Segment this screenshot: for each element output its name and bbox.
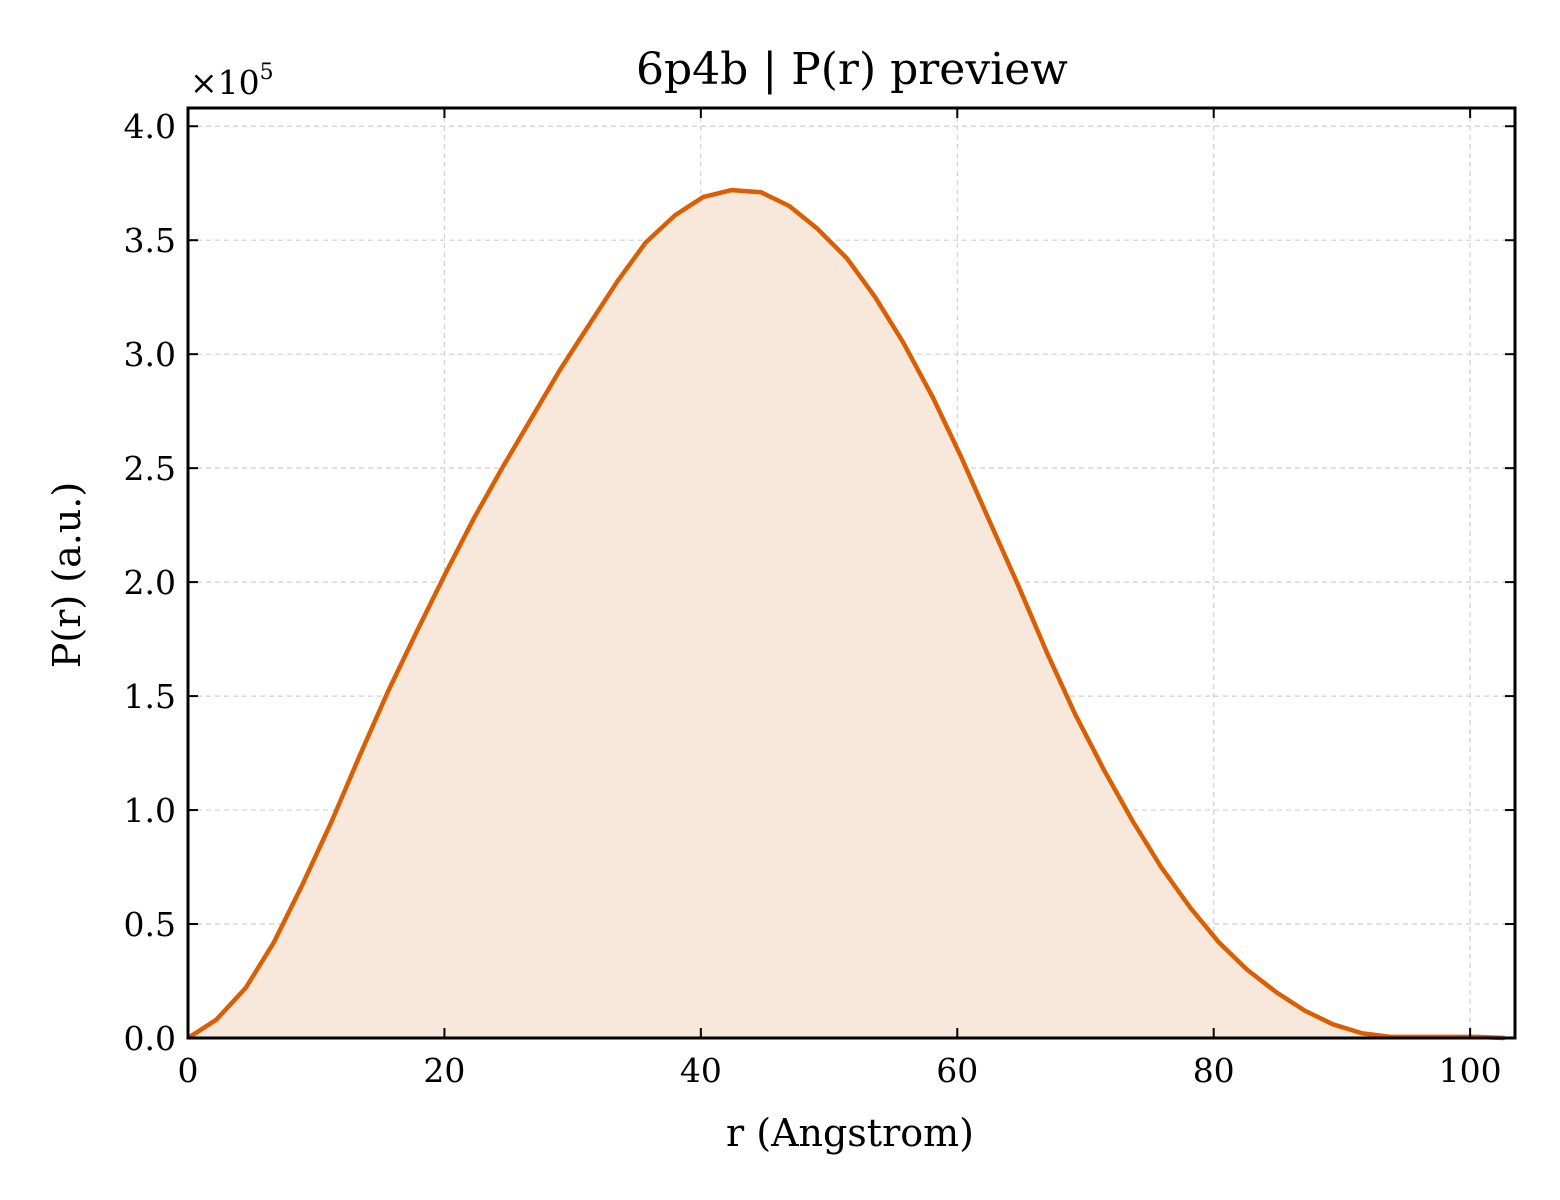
y-axis-label: P(r) (a.u.)	[45, 482, 89, 668]
x-tick-label: 40	[680, 1051, 722, 1090]
y-tick-label: 0.0	[124, 1019, 176, 1058]
y-scale-label: ×105	[190, 60, 274, 102]
x-tick-label: 80	[1193, 1051, 1235, 1090]
y-tick-label: 0.5	[124, 905, 176, 944]
x-tick-label: 20	[423, 1051, 465, 1090]
y-scale-exponent: 5	[260, 60, 274, 85]
x-tick-label: 100	[1439, 1051, 1502, 1090]
y-tick-label: 2.0	[124, 563, 176, 602]
x-axis-label: r (Angstrom)	[726, 1111, 974, 1155]
y-axis-ticks: 0.0 0.5 1.0 1.5 2.0 2.5 3.0 3.5 4.0	[124, 107, 1515, 1058]
y-tick-label: 1.0	[124, 791, 176, 830]
series-line	[186, 187, 1505, 1041]
plot-frame	[186, 106, 1517, 1040]
y-tick-label: 3.5	[124, 221, 176, 260]
y-tick-label: 4.0	[124, 107, 176, 146]
area-fill	[188, 190, 1505, 1039]
y-scale-prefix: ×10	[190, 63, 260, 102]
chart-title: 6p4b | P(r) preview	[636, 44, 1068, 95]
x-tick-label: 0	[178, 1051, 199, 1090]
y-tick-label: 1.5	[124, 677, 176, 716]
x-axis-ticks: 0 20 40 60 80 100	[178, 108, 1502, 1090]
x-tick-label: 60	[936, 1051, 978, 1090]
y-tick-label: 2.5	[124, 449, 176, 488]
y-tick-label: 3.0	[124, 335, 176, 374]
